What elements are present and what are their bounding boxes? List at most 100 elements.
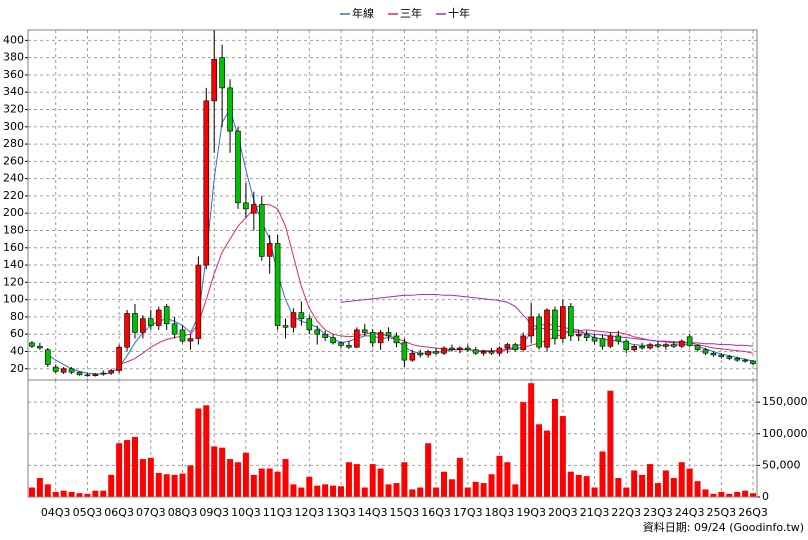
candle-body <box>29 342 35 347</box>
candle-body <box>544 309 550 348</box>
candle-body <box>377 332 384 344</box>
volume-bar <box>686 468 693 497</box>
y-tick-label: 400 <box>3 33 24 46</box>
candle-body <box>132 313 138 333</box>
candle-body <box>678 340 685 347</box>
candle-body <box>631 345 637 351</box>
candle-body <box>583 333 590 338</box>
x-tick-label: 04Q3 <box>41 506 71 519</box>
candle-body <box>528 316 534 337</box>
volume-bar <box>76 493 83 497</box>
volume-bar <box>393 483 400 497</box>
x-tick-label: 21Q3 <box>580 506 610 519</box>
volume-bar <box>409 489 416 497</box>
candle-body <box>298 312 305 319</box>
y-tick-label: 0 <box>762 490 769 503</box>
y-tick-label: 340 <box>3 85 24 98</box>
x-tick-label: 11Q3 <box>263 506 293 519</box>
candle-body <box>306 318 313 331</box>
volume-bar <box>559 416 566 497</box>
volume-bar <box>44 484 51 497</box>
volume-bar <box>108 474 115 497</box>
volume-bar <box>290 484 297 497</box>
candle-body <box>575 333 582 337</box>
candle-body <box>37 345 43 349</box>
x-tick-label: 06Q3 <box>104 506 134 519</box>
volume-bar <box>306 476 313 497</box>
candle-body <box>401 342 408 361</box>
candle-body <box>354 329 360 348</box>
candle-body <box>694 345 701 351</box>
candle-body <box>140 318 146 333</box>
candle-body <box>647 344 653 349</box>
volume-bar <box>694 481 701 497</box>
volume-bar <box>147 457 154 497</box>
volume-bar <box>92 490 99 497</box>
candle-body <box>68 368 75 373</box>
candle-body <box>116 346 122 371</box>
candle-body <box>251 204 257 214</box>
volume-bar <box>227 459 234 497</box>
x-tick-label: 23Q3 <box>643 506 673 519</box>
candle-body <box>591 337 598 342</box>
candle-body <box>60 368 67 373</box>
candle-body <box>45 349 51 365</box>
x-tick-label: 17Q3 <box>453 506 483 519</box>
candle-body <box>710 352 717 356</box>
volume-bar <box>639 474 646 497</box>
volume-bar <box>337 486 344 497</box>
candle-body <box>607 335 614 347</box>
volume-bar <box>615 478 622 497</box>
volume-bar <box>504 462 511 497</box>
legend-label: 年線 <box>352 6 374 20</box>
y-tick-label: 40 <box>10 344 24 357</box>
source-note: 資料日期: 09/24 (Goodinfo.tw) <box>643 520 804 534</box>
candle-body <box>282 325 289 328</box>
volume-bar <box>116 443 123 497</box>
volume-bar <box>314 485 321 497</box>
volume-bar <box>361 487 368 497</box>
volume-bar <box>599 451 606 497</box>
candle-body <box>433 351 439 354</box>
volume-bar <box>282 459 289 497</box>
candle-body <box>441 347 447 354</box>
volume-bar <box>488 474 495 497</box>
candle-body <box>512 344 519 351</box>
volume-bar <box>718 491 725 497</box>
y-tick-label: 100 <box>3 293 24 306</box>
volume-bar <box>631 470 638 497</box>
volume-bar <box>417 487 424 497</box>
volume-bar <box>750 493 757 497</box>
volume-bar <box>163 474 170 497</box>
volume-bar <box>472 481 479 497</box>
volume-bar <box>448 479 455 497</box>
candle-body <box>330 337 336 344</box>
candle-body <box>76 371 83 376</box>
candle-body <box>314 329 321 335</box>
y-tick-label: 260 <box>3 154 24 167</box>
candle-body <box>227 87 233 132</box>
volume-bar <box>369 464 376 497</box>
volume-bar <box>219 447 226 497</box>
volume-bar <box>536 424 543 497</box>
volume-bar <box>345 462 352 497</box>
candle-body <box>552 309 558 339</box>
volume-bar <box>124 440 131 497</box>
volume-bar <box>60 490 67 497</box>
volume-bar <box>36 478 43 497</box>
volume-bar <box>551 398 558 497</box>
candle-body <box>425 351 431 356</box>
y-tick-label: 300 <box>3 120 24 133</box>
y-tick-label: 20 <box>10 362 24 375</box>
y-tick-label: 150,000 <box>762 395 808 408</box>
y-tick-label: 200 <box>3 206 24 219</box>
x-tick-label: 08Q3 <box>168 506 198 519</box>
volume-bar <box>68 491 75 497</box>
y-tick-label: 240 <box>3 172 24 185</box>
y-tick-label: 60 <box>10 327 24 340</box>
volume-bar <box>84 493 91 497</box>
volume-bar <box>179 473 186 497</box>
candle-body <box>449 347 455 351</box>
candle-body <box>124 313 130 348</box>
x-tick-label: 07Q3 <box>136 506 166 519</box>
